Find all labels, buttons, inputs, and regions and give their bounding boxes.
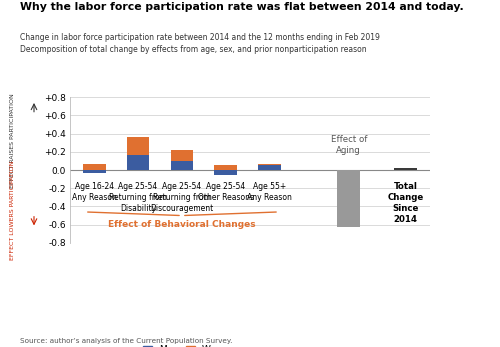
Bar xyxy=(126,155,150,170)
Text: Age 25-54
Returning from
Discouragement: Age 25-54 Returning from Discouragement xyxy=(150,182,214,213)
Text: Age 25-54
Returning from
Disability: Age 25-54 Returning from Disability xyxy=(109,182,167,213)
Text: Decomposition of total change by effects from age, sex, and prior nonparticipati: Decomposition of total change by effects… xyxy=(20,45,366,54)
Bar xyxy=(82,170,106,173)
Bar xyxy=(258,164,281,166)
Bar xyxy=(214,164,238,170)
Text: Effect of
Aging: Effect of Aging xyxy=(330,135,367,154)
Bar xyxy=(338,170,360,227)
Bar xyxy=(214,170,238,175)
Text: Source: author’s analysis of the Current Population Survey.: Source: author’s analysis of the Current… xyxy=(20,338,233,344)
Bar xyxy=(170,150,194,161)
Text: Effect of Behavioral Changes: Effect of Behavioral Changes xyxy=(108,220,256,229)
Text: EFFECT LOWERS PARTICIPATION: EFFECT LOWERS PARTICIPATION xyxy=(10,160,15,260)
Bar xyxy=(394,168,417,170)
Text: Age 16-24
Any Reason: Age 16-24 Any Reason xyxy=(72,182,117,202)
Text: Total
Change
Since
2014: Total Change Since 2014 xyxy=(388,182,424,224)
Text: Age 55+
Any Reason: Age 55+ Any Reason xyxy=(248,182,292,202)
Bar xyxy=(82,164,106,170)
Bar xyxy=(126,137,150,155)
Text: Why the labor force participation rate was flat between 2014 and today.: Why the labor force participation rate w… xyxy=(20,2,464,12)
Legend: Men, Women: Men, Women xyxy=(140,342,239,347)
Bar xyxy=(170,161,194,170)
Text: Change in labor force participation rate between 2014 and the 12 months ending i: Change in labor force participation rate… xyxy=(20,33,380,42)
Bar xyxy=(258,166,281,170)
Text: Age 25-54
Other Reasons: Age 25-54 Other Reasons xyxy=(198,182,254,202)
Text: EFFECT RAISES PARTICIPATION: EFFECT RAISES PARTICIPATION xyxy=(10,93,15,188)
